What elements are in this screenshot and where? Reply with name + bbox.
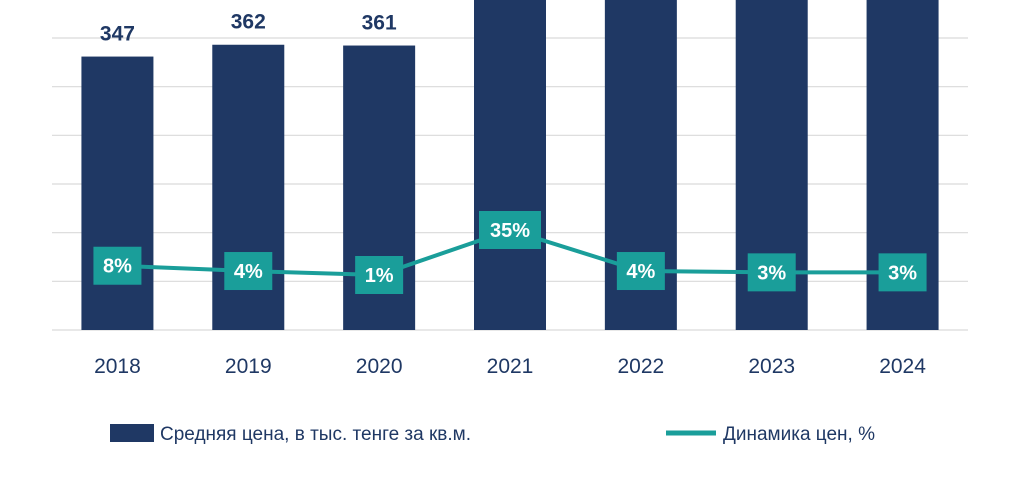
x-tick-label: 2022: [617, 355, 664, 378]
x-tick-label: 2020: [356, 355, 403, 378]
x-axis-ticks: 2018 2019 2020 2021 2022 2023 2024: [94, 355, 926, 378]
x-tick-label: 2024: [879, 355, 926, 378]
percent-label: 3%: [888, 262, 917, 284]
percent-label-box: [355, 256, 404, 294]
x-tick-label: 2018: [94, 355, 141, 378]
bar-value-label: 361: [362, 12, 397, 35]
value-labels: 347362361487505522540: [100, 11, 397, 46]
bar-2018: [81, 56, 154, 331]
bar-value-label: 362: [231, 11, 266, 34]
percent-label: 1%: [365, 265, 394, 287]
percent-label-box: [747, 253, 796, 292]
x-tick-label: 2023: [748, 355, 795, 378]
percent-label-box: [224, 252, 273, 291]
percent-label: 4%: [626, 261, 655, 283]
percent-label: 8%: [103, 256, 132, 278]
percent-label-box: [93, 246, 142, 285]
bar-value-label: 347: [100, 23, 135, 46]
percent-label: 35%: [490, 220, 530, 242]
percent-label-box: [878, 253, 927, 292]
percent-label: 3%: [757, 262, 786, 284]
legend-line-label: Динамика цен, %: [723, 424, 875, 445]
legend-bar-label: Средняя цена, в тыс. тенге за кв.м.: [160, 424, 471, 445]
percent-labels: 8% 4% 1% 35% 4% 3% 3%: [93, 211, 927, 294]
percent-label-box: [616, 252, 665, 291]
legend: Средняя цена, в тыс. тенге за кв.м. Дина…: [110, 424, 875, 445]
bar-2021: [474, 0, 546, 331]
bars: [81, 0, 939, 331]
percent-label: 4%: [234, 261, 263, 283]
x-tick-label: 2021: [487, 355, 534, 378]
legend-bar-swatch: [110, 424, 154, 442]
x-tick-label: 2019: [225, 355, 272, 378]
percent-label-box: [479, 211, 541, 249]
